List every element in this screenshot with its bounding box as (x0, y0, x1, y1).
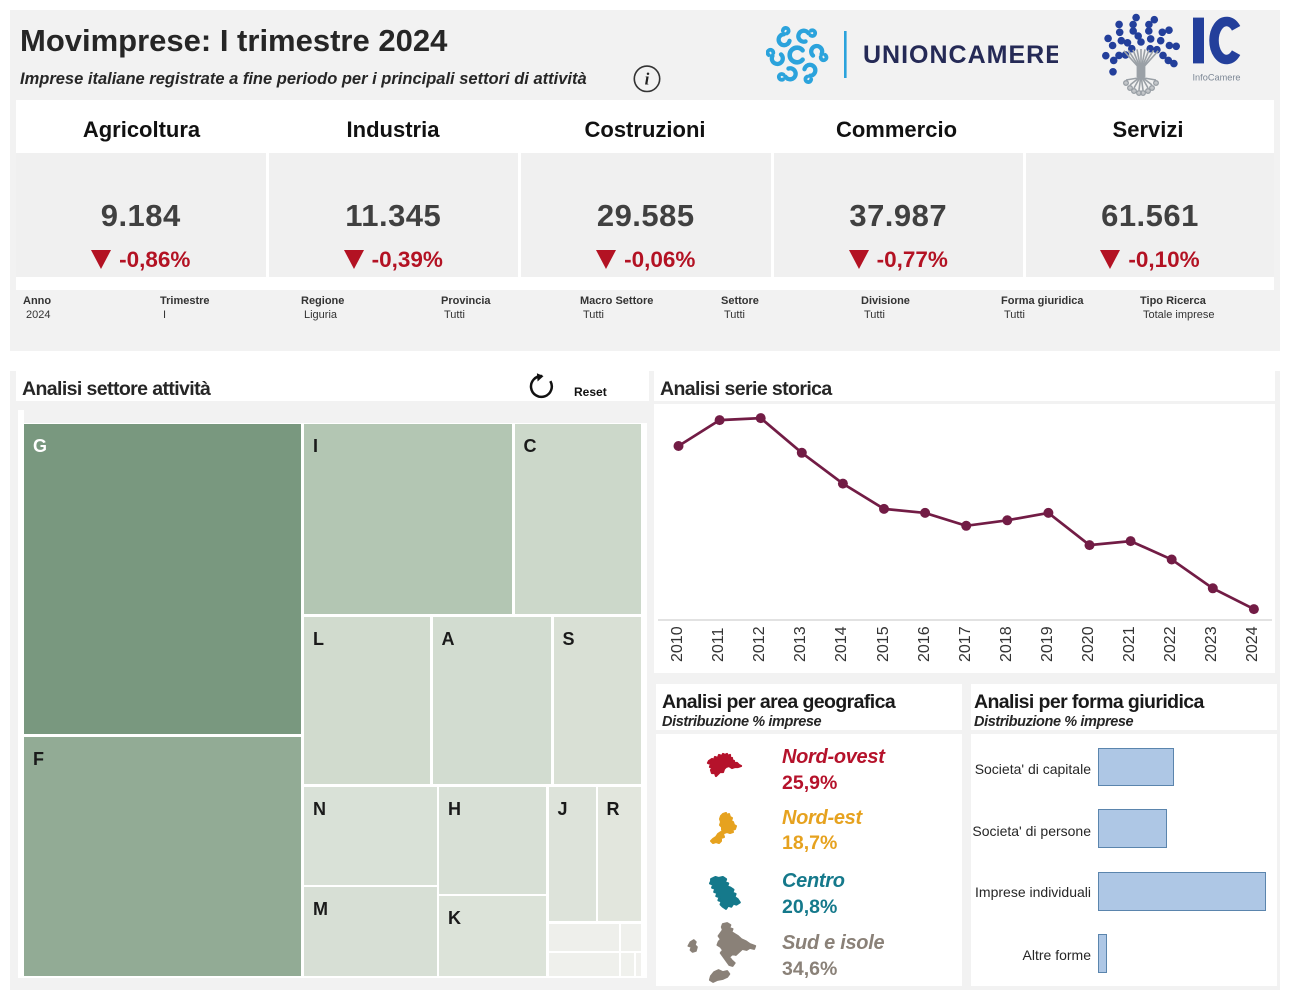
svg-text:i: i (644, 70, 649, 89)
svg-text:InfoCamere: InfoCamere (1193, 72, 1241, 82)
svg-text:UNIONCAMERE: UNIONCAMERE (863, 41, 1058, 69)
